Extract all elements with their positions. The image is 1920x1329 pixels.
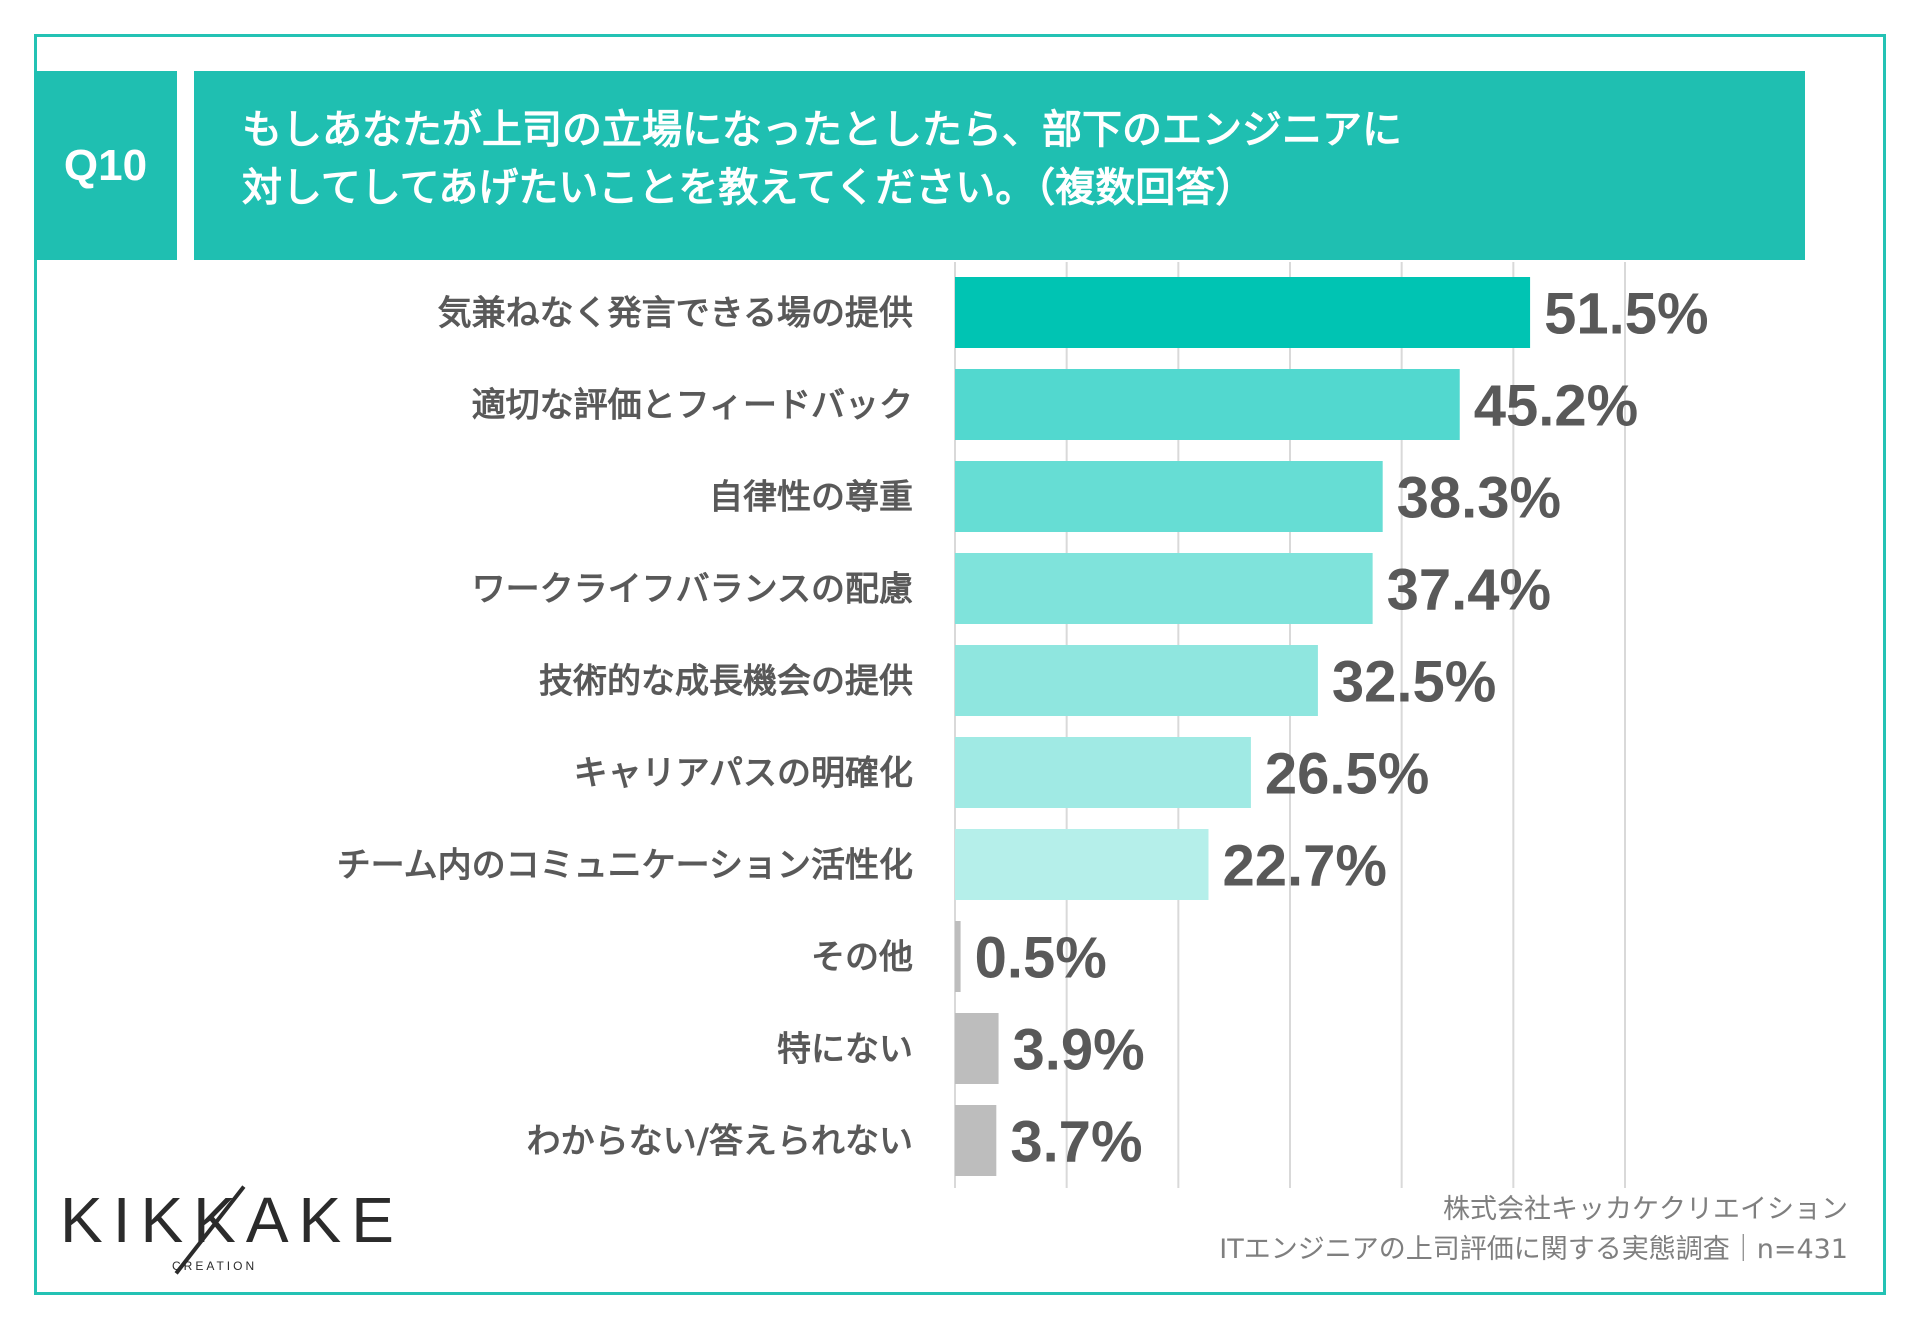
bar — [955, 461, 1383, 532]
category-labels: 気兼ねなく発言できる場の提供適切な評価とフィードバック自律性の尊重ワークライフバ… — [337, 294, 913, 1162]
question-title: もしあなたが上司の立場になったとしたら、部下のエンジニアに 対してしてあげたいこ… — [194, 71, 1805, 260]
bars — [955, 277, 1531, 1176]
bar — [955, 553, 1373, 624]
value-labels: 51.5% 45.2% 38.3% 37.4% 32.5% 26.5% 22.7% 0.5% 3… — [975, 282, 1709, 1175]
bar — [955, 1105, 997, 1176]
bar — [955, 921, 961, 992]
value-label: 38.3% — [1397, 466, 1561, 531]
category-label: 自律性の尊重 — [709, 478, 913, 518]
question-title-line1: もしあなたが上司の立場になったとしたら、部下のエンジニアに — [242, 107, 1402, 153]
value-label: 0.5% — [975, 926, 1107, 991]
logo-subtext: CREATION — [172, 1259, 258, 1273]
bar — [955, 369, 1460, 440]
category-label: チーム内のコミュニケーション活性化 — [337, 846, 913, 886]
chart-frame — [34, 34, 1886, 1295]
source-company: 株式会社キッカケクリエイション — [1443, 1194, 1848, 1225]
company-logo: KIKKAKE CREATION — [60, 1183, 394, 1275]
question-title-line2: 対してしてあげたいことを教えてください。（複数回答） — [242, 165, 1256, 211]
value-label: 32.5% — [1332, 650, 1496, 715]
bar — [955, 1013, 999, 1084]
source-note: 株式会社キッカケクリエイション ITエンジニアの上司評価に関する実態調査｜n=4… — [1219, 1190, 1848, 1270]
category-label: 特にない — [777, 1030, 913, 1070]
value-label: 3.9% — [1013, 1018, 1145, 1083]
value-label: 45.2% — [1474, 374, 1638, 439]
category-label: キャリアパスの明確化 — [574, 754, 913, 794]
category-label: ワークライフバランスの配慮 — [472, 570, 913, 610]
category-label: 気兼ねなく発言できる場の提供 — [438, 294, 913, 334]
bar — [955, 737, 1251, 808]
source-survey: ITエンジニアの上司評価に関する実態調査｜n=431 — [1219, 1234, 1848, 1265]
value-label: 22.7% — [1222, 834, 1386, 899]
value-label: 26.5% — [1265, 742, 1429, 807]
category-label: わからない/答えられない — [527, 1122, 913, 1162]
logo-text: KIKKAKE — [60, 1184, 404, 1256]
value-label: 37.4% — [1387, 558, 1551, 623]
question-number: Q10 — [34, 71, 177, 260]
category-label: 適切な評価とフィードバック — [472, 386, 913, 426]
bar — [955, 645, 1318, 716]
bar — [955, 829, 1209, 900]
value-label: 3.7% — [1010, 1110, 1142, 1175]
bar — [955, 277, 1531, 348]
value-label: 51.5% — [1544, 282, 1708, 347]
category-label: 技術的な成長機会の提供 — [539, 662, 913, 702]
category-label: その他 — [811, 938, 913, 978]
